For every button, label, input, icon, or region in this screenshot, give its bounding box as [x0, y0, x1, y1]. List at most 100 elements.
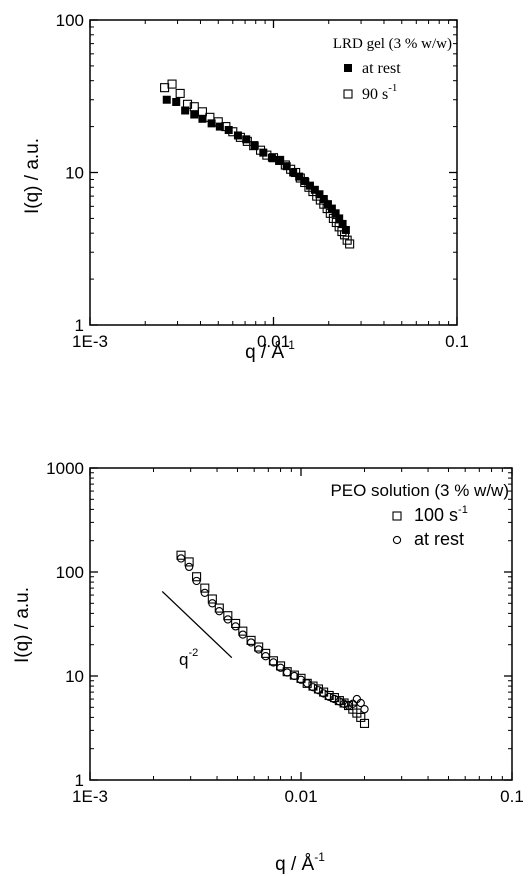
data-point	[360, 705, 369, 714]
x-axis-label-main: q / Å	[275, 854, 314, 875]
data-point	[255, 145, 266, 155]
y-tick-label: 1000	[46, 459, 84, 478]
legend-label-superscript: -1	[388, 82, 397, 94]
data-point	[315, 190, 324, 199]
data-point	[335, 697, 344, 706]
data-point	[238, 626, 248, 636]
series-0	[162, 95, 350, 234]
legend-label: 90 s-1	[362, 82, 397, 103]
data-point	[310, 185, 319, 194]
y-tick-label: 10	[65, 164, 84, 183]
data-point	[268, 153, 279, 163]
data-point	[190, 110, 199, 119]
plot-frame	[89, 19, 458, 326]
data-point	[192, 576, 201, 586]
data-point	[249, 141, 259, 151]
x-axis-label-superscript: -1	[284, 338, 295, 352]
legend-marker	[392, 511, 402, 521]
data-point	[356, 698, 365, 708]
data-point	[176, 550, 186, 560]
data-point	[181, 106, 190, 115]
data-point	[172, 97, 181, 106]
slope-guide-line	[161, 590, 233, 659]
y-tick-label: 100	[56, 11, 84, 30]
x-axis-label: q / Å-1	[245, 338, 295, 363]
data-point	[262, 150, 272, 160]
data-point	[223, 615, 232, 624]
data-point	[303, 679, 312, 688]
data-point	[184, 562, 194, 572]
data-point	[215, 122, 224, 131]
data-point	[289, 168, 298, 177]
x-axis-label: q / Å-1	[275, 850, 325, 875]
x-tick-label: 1E-3	[72, 332, 108, 351]
slope-annotation: q-2	[179, 647, 198, 669]
data-point	[305, 181, 314, 190]
y-axis-label: I(q) / a.u.	[22, 138, 43, 214]
data-point	[167, 79, 177, 89]
data-point	[327, 204, 336, 213]
x-tick-label: 0.1	[445, 332, 469, 351]
legend-label-main: 90 s	[362, 86, 388, 103]
data-point	[348, 699, 357, 708]
data-point	[175, 88, 185, 98]
data-point	[340, 230, 350, 240]
legend-label-superscript: -1	[458, 504, 468, 516]
data-point	[231, 618, 241, 629]
legend-marker	[392, 535, 402, 545]
data-point	[344, 701, 353, 710]
data-point	[162, 95, 171, 104]
legend-label-main: at rest	[362, 60, 401, 77]
data-point	[254, 645, 263, 654]
x-axis-label-main: q / Å	[245, 342, 284, 363]
data-point	[261, 652, 270, 661]
data-point	[331, 209, 340, 218]
data-point	[325, 692, 334, 702]
data-point	[200, 588, 209, 598]
data-point	[334, 222, 344, 232]
data-point	[286, 164, 296, 174]
data-point	[339, 699, 349, 708]
data-point	[198, 114, 207, 123]
data-point	[330, 694, 339, 704]
data-point	[228, 127, 238, 137]
data-point	[338, 219, 347, 228]
x-tick-label: 0.01	[284, 787, 317, 806]
x-tick-label: 0.01	[257, 332, 290, 351]
data-point	[213, 117, 223, 127]
data-point	[207, 594, 217, 604]
data-point	[208, 599, 217, 608]
legend-title: LRD gel (3 % w/w)	[333, 36, 452, 52]
data-point	[246, 638, 256, 647]
y-tick-label: 10	[65, 667, 84, 686]
legend: PEO solution (3 % w/w) 100 s-1 at rest	[330, 481, 509, 549]
data-point	[242, 135, 251, 144]
data-point	[290, 671, 299, 681]
data-point	[223, 611, 233, 621]
data-point	[325, 208, 335, 218]
y-tick-label: 100	[56, 563, 84, 582]
legend: LRD gel (3 % w/w) at rest 90 s-1	[333, 36, 452, 103]
slope-annotation-superscript: -2	[188, 647, 198, 659]
data-point	[184, 557, 194, 567]
data-point	[231, 622, 240, 631]
legend-label-main: 100 s	[414, 505, 458, 525]
data-point	[238, 630, 247, 639]
legend-marker	[344, 64, 352, 72]
data-point	[319, 687, 329, 697]
data-point	[261, 648, 271, 658]
y-tick-label: 1	[75, 316, 84, 335]
data-point	[207, 119, 216, 128]
data-point	[215, 607, 224, 616]
data-point	[182, 99, 193, 109]
x-tick-label: 1E-3	[72, 787, 108, 806]
data-point	[221, 122, 231, 132]
data-point	[337, 227, 347, 237]
data-point	[214, 603, 224, 613]
data-point	[197, 107, 207, 117]
series-0	[176, 550, 370, 728]
data-point	[291, 167, 301, 178]
data-point	[160, 83, 170, 93]
